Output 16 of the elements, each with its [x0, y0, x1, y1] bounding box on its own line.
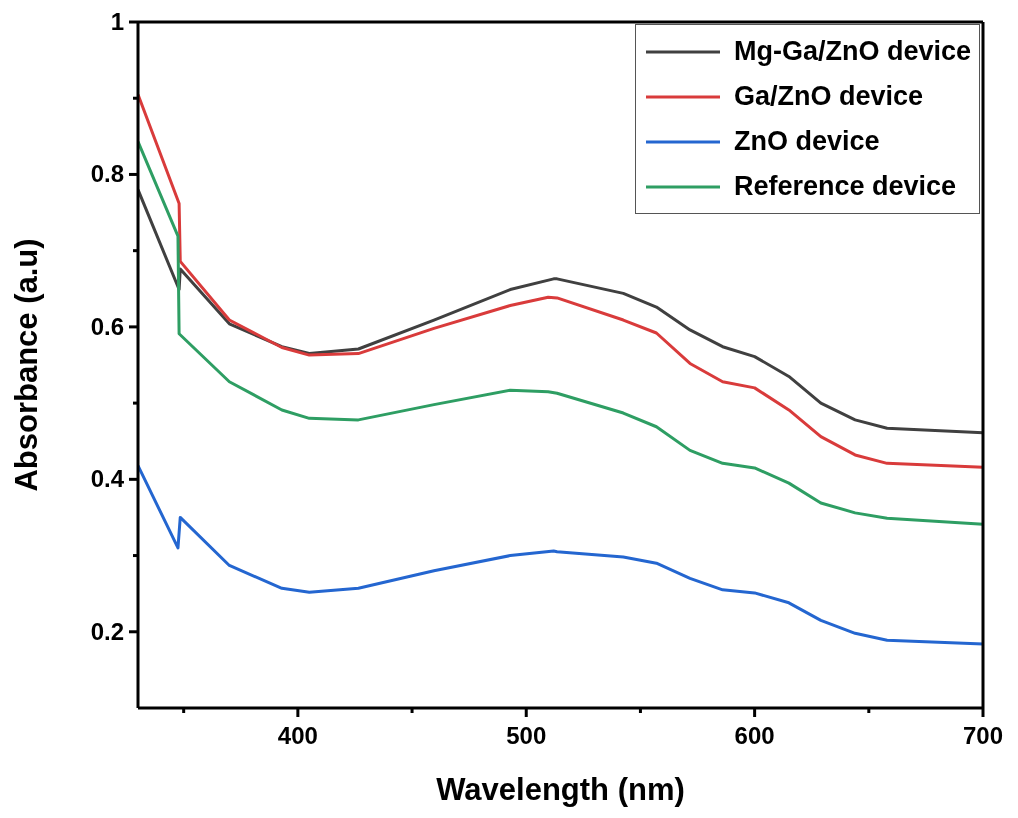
x-tick-label: 700 [962, 722, 1004, 749]
legend-label: Ga/ZnO device [733, 81, 924, 112]
y-tick-label: 0.2 [90, 617, 124, 645]
y-tick-label: 0.4 [90, 465, 125, 493]
legend-label: ZnO device [733, 126, 880, 157]
y-axis-title: Absorbance (a.u) [9, 238, 45, 492]
y-tick-label: 0.8 [90, 160, 124, 188]
x-axis-title: Wavelength (nm) [436, 772, 685, 807]
legend-label: Reference device [733, 171, 957, 202]
x-tick-label: 600 [734, 722, 775, 749]
x-tick-label: 500 [506, 722, 547, 749]
x-tick-label: 400 [277, 722, 318, 749]
legend-label: Mg-Ga/ZnO device [733, 36, 971, 67]
y-tick-label: 1 [110, 8, 124, 35]
y-tick-label: 0.6 [90, 312, 124, 340]
line-series [138, 464, 983, 646]
